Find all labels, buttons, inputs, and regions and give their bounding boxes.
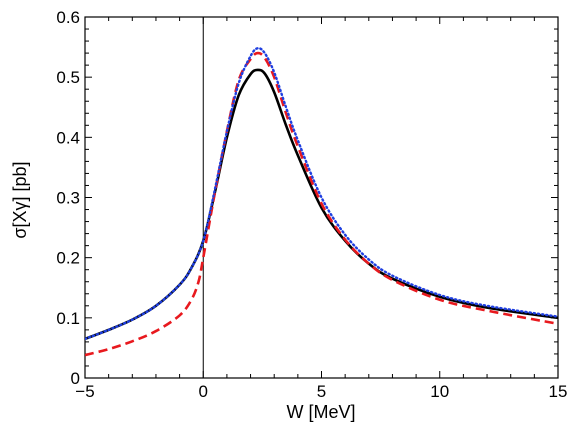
y-axis-label: σ[Xγ] [pb] — [10, 161, 30, 238]
y-tick-label: 0.3 — [56, 189, 80, 208]
x-tick-label: −5 — [75, 382, 94, 401]
x-tick-label: 5 — [317, 382, 326, 401]
x-axis-label: W [MeV] — [286, 402, 355, 422]
y-tick-label: 0 — [71, 369, 80, 388]
x-tick-label: 15 — [549, 382, 568, 401]
series-line-dashed — [85, 51, 558, 357]
series-line-dotted — [85, 46, 558, 341]
y-tick-label: 0.5 — [56, 68, 80, 87]
y-tick-label: 0.2 — [56, 249, 80, 268]
y-tick-label: 0.6 — [56, 8, 80, 27]
x-tick-label: 0 — [199, 382, 208, 401]
y-tick-label: 0.1 — [56, 309, 80, 328]
x-tick-label: 10 — [430, 382, 449, 401]
y-tick-label: 0.4 — [56, 128, 80, 147]
